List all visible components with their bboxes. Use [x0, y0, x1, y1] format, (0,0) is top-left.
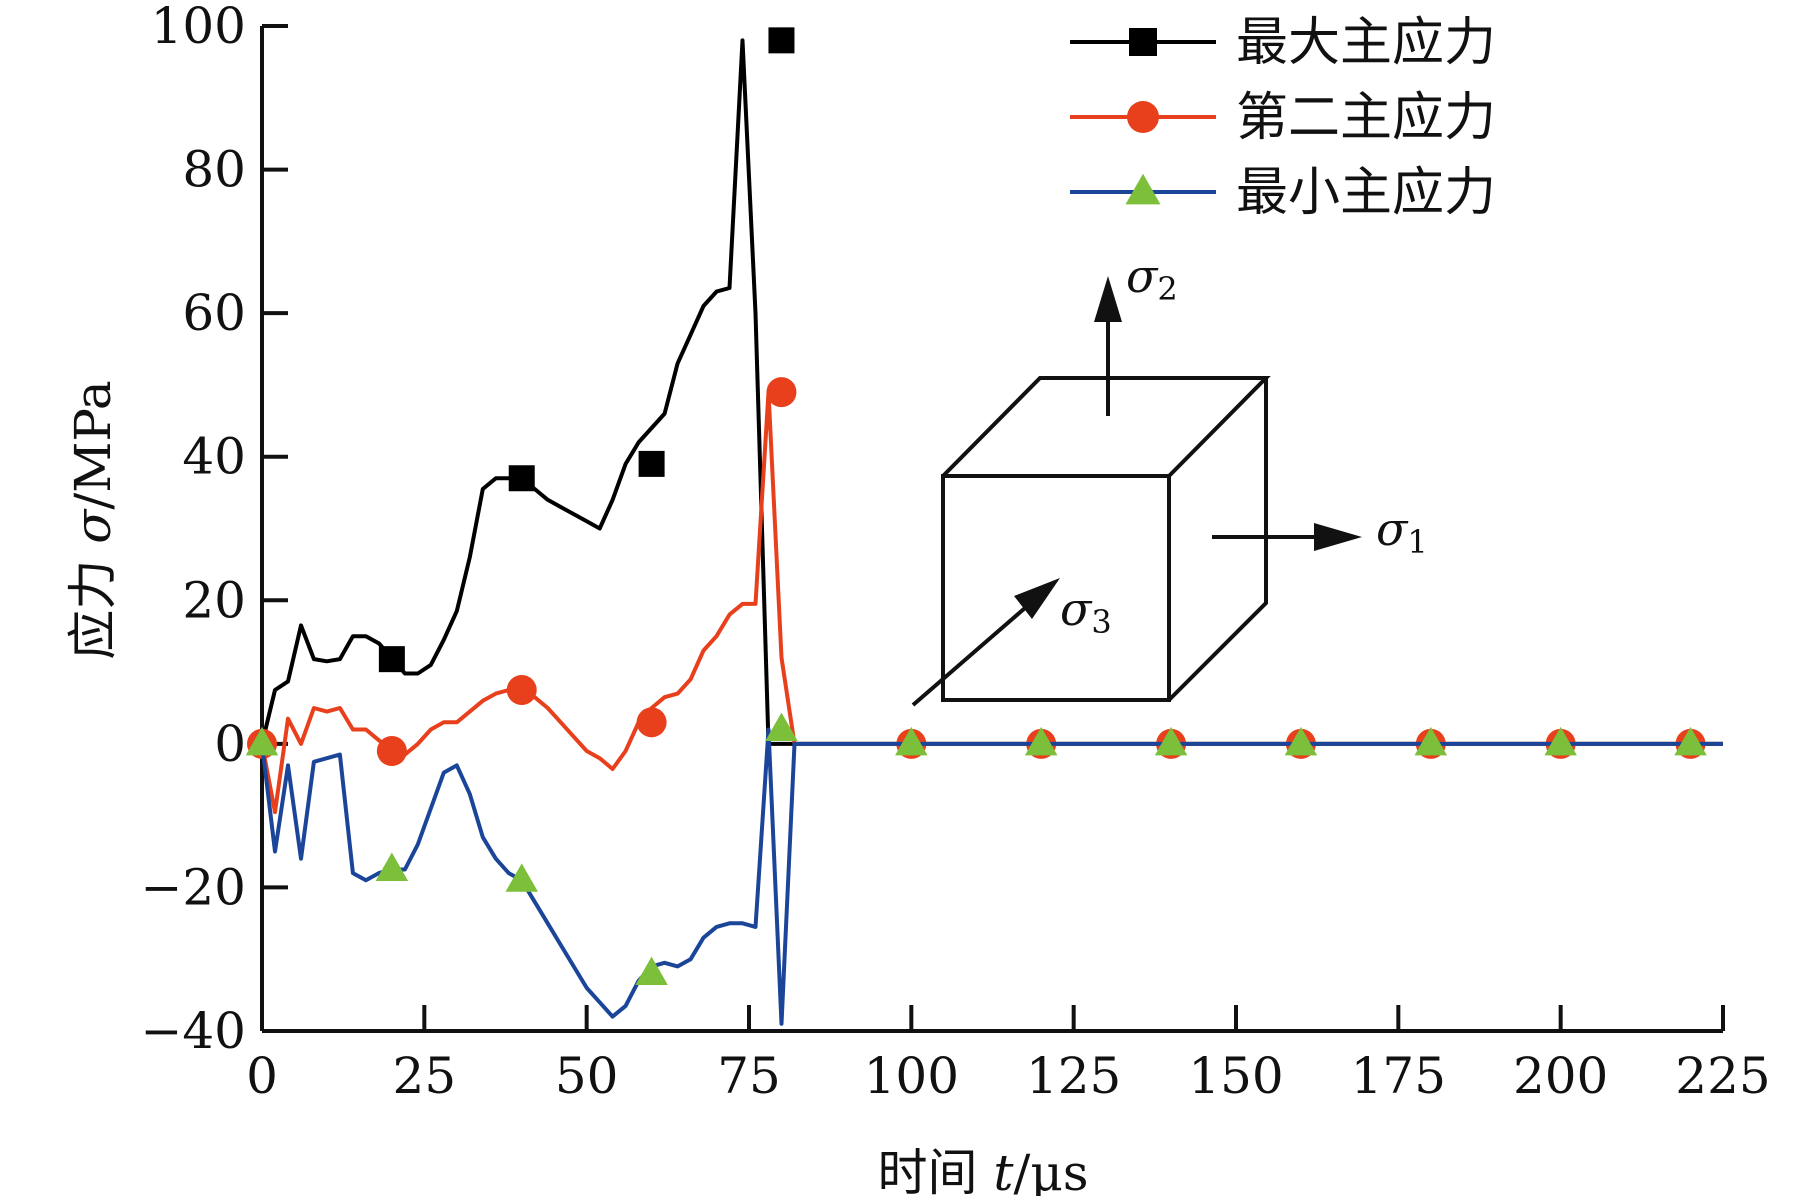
y-axis-label-var: σ	[64, 508, 122, 544]
legend-entry: 最大主应力	[1070, 13, 1496, 73]
x-tick-label: 150	[1188, 1047, 1283, 1105]
marker-circle	[1127, 101, 1159, 133]
marker-triangle	[765, 712, 798, 741]
x-tick-label: 75	[717, 1047, 781, 1105]
cube-right-edges	[1167, 378, 1268, 702]
y-tick-label: 20	[182, 571, 246, 629]
marker-triangle	[375, 852, 409, 881]
marker-circle	[376, 736, 407, 767]
y-tick-label: 80	[182, 141, 246, 199]
x-axis-label-unit: /μs	[1014, 1144, 1089, 1196]
cube-top-edges	[941, 376, 1271, 478]
marker-triangle	[1674, 726, 1707, 756]
axes	[260, 24, 1725, 1033]
x-tick-label: 25	[393, 1047, 457, 1105]
marker-square	[638, 450, 665, 477]
marker-circle	[766, 377, 797, 408]
legend-entry: 第二主应力	[1070, 88, 1496, 148]
marker-circle	[506, 675, 537, 706]
marker-triangle	[505, 863, 538, 892]
marker-triangle	[245, 726, 279, 756]
sigma1-arrow	[1212, 523, 1362, 551]
marker-triangle	[895, 726, 928, 756]
series-2	[247, 377, 1723, 815]
x-tick-label: 125	[1026, 1047, 1121, 1105]
x-tick-label: 200	[1513, 1047, 1608, 1105]
legend-label: 最小主应力	[1236, 163, 1496, 223]
legend-entry: 最小主应力	[1070, 163, 1496, 223]
marker-square	[1129, 28, 1157, 56]
marker-triangle	[1154, 726, 1188, 756]
x-axis-label-prefix: 时间	[878, 1144, 994, 1196]
sigma2-label: σ2	[1126, 249, 1178, 308]
marker-triangle	[1125, 173, 1161, 205]
y-axis-label: 应力 σ/MPa	[64, 380, 122, 659]
x-tick-label: 50	[555, 1047, 619, 1105]
legend-label: 第二主应力	[1236, 88, 1496, 148]
principal-stress-cube-diagram	[911, 276, 1362, 707]
tick-labels: −40 −20 0 20 40 60 80 100 0 25 50 75 100 125 150 175 200…	[140, 0, 1770, 1105]
marker-triangle	[1414, 726, 1448, 756]
x-tick-label: 100	[864, 1047, 959, 1105]
x-tick-label: 0	[246, 1047, 278, 1105]
x-axis-label-var: t	[993, 1144, 1014, 1196]
marker-circle	[636, 707, 667, 738]
y-tick-label: −40	[140, 1002, 246, 1060]
y-tick-label: 60	[182, 284, 246, 342]
sigma3-arrow	[911, 578, 1060, 707]
marker-triangle	[635, 956, 668, 986]
y-axis-label-unit: /MPa	[64, 380, 122, 509]
y-tick-label: 100	[151, 0, 246, 55]
cube-front-face	[941, 474, 1171, 702]
x-axis-label: 时间 t/μs	[878, 1144, 1089, 1196]
y-tick-label: 40	[182, 428, 246, 486]
series-layer	[245, 27, 1723, 1026]
sigma2-arrow	[1094, 276, 1122, 416]
y-tick-label: −20	[140, 858, 246, 916]
marker-triangle	[1284, 726, 1318, 756]
x-tick-label: 175	[1351, 1047, 1446, 1105]
legend-label: 最大主应力	[1236, 13, 1496, 73]
series-line	[260, 727, 1723, 1026]
series-3	[245, 712, 1723, 1026]
marker-triangle	[1024, 726, 1058, 756]
marker-square	[768, 27, 795, 54]
y-tick-label: 0	[214, 715, 246, 773]
series-line	[260, 390, 1723, 815]
marker-triangle	[1544, 726, 1577, 756]
sigma1-label: σ1	[1376, 502, 1428, 561]
marker-square	[508, 465, 535, 492]
y-axis-label-prefix: 应力	[64, 544, 122, 660]
marker-square	[378, 646, 405, 673]
x-tick-label: 225	[1675, 1047, 1770, 1105]
sigma3-label: σ3	[1060, 582, 1112, 641]
